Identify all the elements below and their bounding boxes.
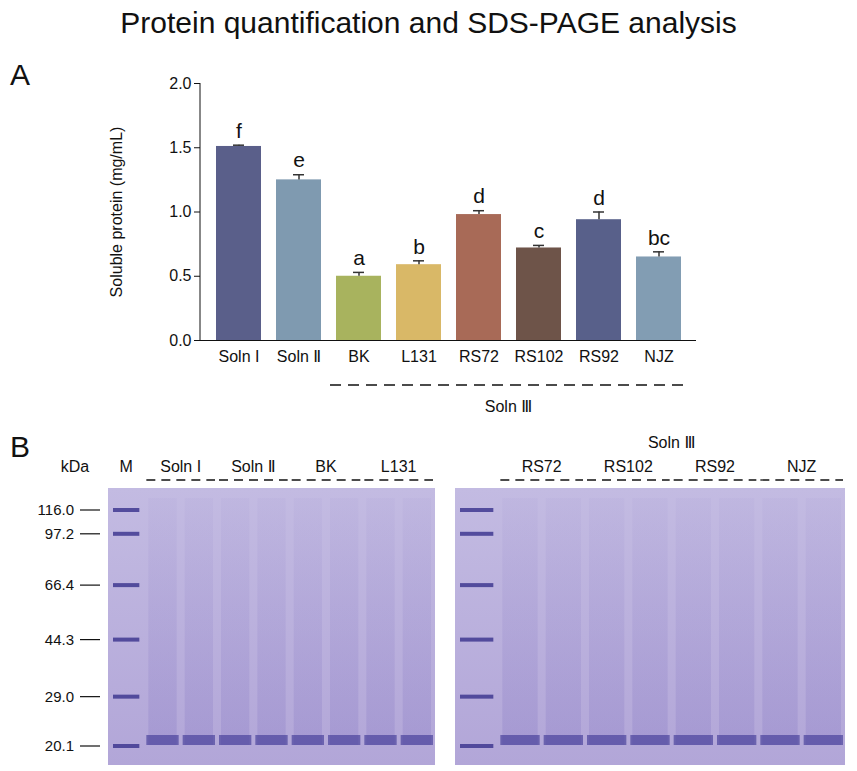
svg-text:kDa: kDa bbox=[61, 458, 90, 475]
svg-text:d: d bbox=[473, 184, 485, 207]
svg-text:RS102: RS102 bbox=[604, 458, 653, 475]
svg-text:a: a bbox=[353, 246, 365, 269]
svg-text:Soln Ⅱ: Soln Ⅱ bbox=[231, 458, 275, 475]
svg-text:f: f bbox=[236, 119, 242, 142]
svg-text:e: e bbox=[293, 148, 305, 171]
svg-text:Soluble protein (mg/mL): Soluble protein (mg/mL) bbox=[108, 127, 125, 298]
svg-text:BK: BK bbox=[348, 348, 370, 365]
svg-text:RS92: RS92 bbox=[579, 348, 619, 365]
html-text:Protein quantification and SDS: Protein quantification and SDS-PAGE anal… bbox=[120, 6, 737, 39]
svg-text:RS102: RS102 bbox=[515, 348, 564, 365]
svg-text:97.2: 97.2 bbox=[45, 525, 74, 542]
svg-text:NJZ: NJZ bbox=[787, 458, 817, 475]
svg-text:Soln Ⅲ: Soln Ⅲ bbox=[485, 398, 533, 415]
svg-text:1.0: 1.0 bbox=[169, 203, 191, 220]
svg-text:Soln Ⅱ: Soln Ⅱ bbox=[277, 348, 321, 365]
svg-text:116.0: 116.0 bbox=[38, 501, 74, 518]
svg-text:BK: BK bbox=[315, 458, 337, 475]
svg-text:d: d bbox=[593, 186, 605, 209]
svg-text:1.5: 1.5 bbox=[169, 139, 191, 156]
svg-text:Soln I: Soln I bbox=[160, 458, 201, 475]
svg-text:0.5: 0.5 bbox=[169, 267, 191, 284]
svg-text:M: M bbox=[120, 458, 133, 475]
svg-text:RS72: RS72 bbox=[459, 348, 499, 365]
svg-text:RS72: RS72 bbox=[522, 458, 562, 475]
svg-text:Soln I: Soln I bbox=[219, 348, 260, 365]
svg-text:29.0: 29.0 bbox=[45, 688, 74, 705]
svg-text:L131: L131 bbox=[401, 348, 437, 365]
svg-text:c: c bbox=[534, 219, 545, 242]
svg-text:66.4: 66.4 bbox=[45, 576, 74, 593]
svg-text:Soln Ⅲ: Soln Ⅲ bbox=[648, 434, 696, 451]
svg-text:20.1: 20.1 bbox=[45, 737, 74, 754]
svg-text:bc: bc bbox=[648, 226, 670, 249]
svg-text:44.3: 44.3 bbox=[45, 631, 74, 648]
svg-text:RS92: RS92 bbox=[695, 458, 735, 475]
html-text:A: A bbox=[10, 58, 30, 91]
html-text:B: B bbox=[10, 430, 30, 463]
svg-text:b: b bbox=[413, 235, 425, 258]
svg-text:2.0: 2.0 bbox=[169, 75, 191, 92]
svg-text:0.0: 0.0 bbox=[169, 332, 191, 349]
svg-text:NJZ: NJZ bbox=[644, 348, 674, 365]
svg-text:L131: L131 bbox=[381, 458, 417, 475]
